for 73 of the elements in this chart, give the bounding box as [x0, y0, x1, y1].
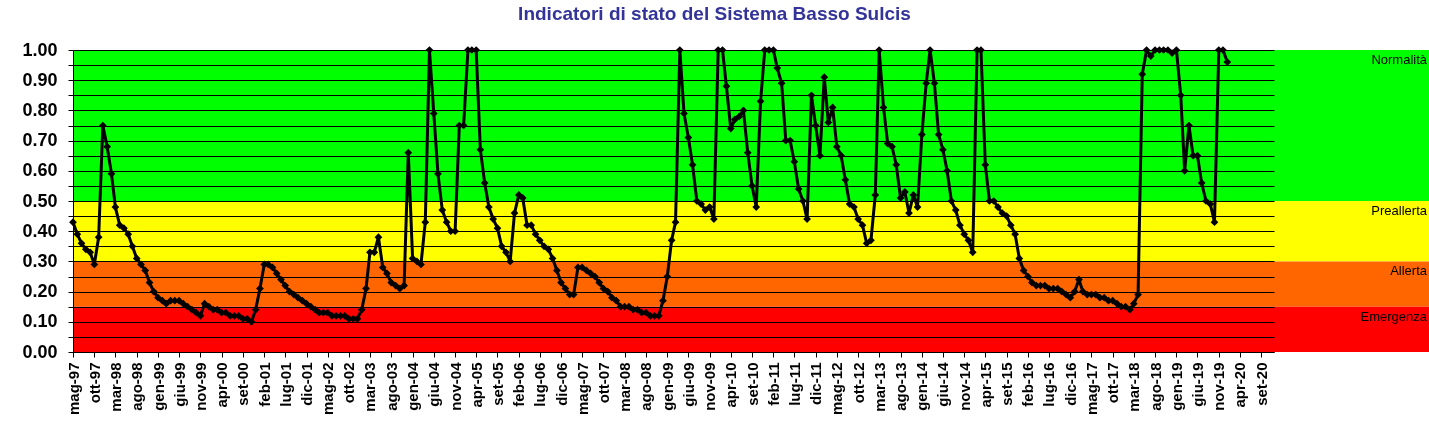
y-tick-label: 0.90 [22, 69, 58, 90]
x-tick-label: apr-20 [1231, 362, 1249, 408]
band-label: Emergenza [1360, 308, 1428, 324]
y-tick-label: 0.10 [22, 311, 58, 332]
band-label: Normalità [1371, 52, 1428, 67]
y-tick-label: 0.40 [22, 220, 58, 241]
band-label: Preallerta [1371, 203, 1428, 218]
x-tick-label: ott-12 [849, 362, 867, 404]
x-tick-label: lug-16 [1040, 362, 1058, 407]
x-tick-label: lug-11 [785, 362, 803, 406]
x-tick-label: mar-98 [106, 362, 124, 412]
x-tick-label: ago-98 [128, 362, 146, 411]
x-tick-label: giu-09 [679, 362, 697, 407]
x-tick-label: gen-99 [149, 362, 167, 411]
x-tick-label: mar-18 [1125, 362, 1143, 412]
y-tick-label: 0.50 [22, 190, 58, 211]
x-tick-label: apr-10 [722, 362, 740, 408]
x-tick-label: dic-16 [1061, 362, 1079, 406]
x-tick-label: ott-97 [85, 362, 103, 404]
x-tick-label: lug-01 [276, 362, 294, 407]
x-tick-label: ago-08 [637, 362, 655, 411]
x-tick-label: set-00 [234, 362, 252, 406]
x-tick-label: nov-09 [701, 362, 719, 411]
y-tick-label: 0.20 [22, 281, 58, 302]
y-tick-label: 0.00 [22, 341, 58, 362]
x-tick-label: gen-19 [1167, 362, 1185, 411]
x-tick-label: set-05 [489, 362, 506, 406]
x-tick-label: mag-97 [64, 362, 82, 416]
x-tick-label: mar-08 [616, 362, 634, 412]
x-tick-label: ago-13 [892, 362, 910, 411]
x-tick-label: mar-13 [870, 362, 888, 412]
x-tick-label: giu-99 [170, 362, 188, 407]
x-tick-label: feb-11 [764, 362, 782, 406]
band-label: Allerta [1390, 263, 1428, 279]
x-tick-label: nov-19 [1210, 362, 1228, 411]
x-tick-label: feb-06 [510, 362, 528, 407]
x-tick-label: giu-19 [1188, 362, 1206, 407]
x-tick-label: nov-14 [955, 361, 973, 411]
y-tick-label: 0.30 [22, 250, 58, 271]
x-tick-label: feb-16 [1019, 362, 1037, 407]
chart-title: Indicatori di stato del Sistema Basso Sulcis [518, 3, 911, 24]
y-tick-label: 1.00 [22, 39, 58, 60]
x-tick-label: dic-01 [298, 362, 316, 406]
x-tick-label: giu-14 [934, 361, 952, 407]
y-tick-label: 0.80 [22, 99, 58, 120]
x-tick-label: mar-03 [361, 362, 379, 412]
x-tick-label: set-15 [998, 362, 1016, 406]
x-tick-label: ago-03 [382, 362, 400, 411]
x-tick-label: mag-07 [573, 362, 591, 416]
x-tick-label: gen-09 [658, 362, 676, 411]
x-tick-label: lug-06 [531, 362, 549, 407]
x-tick-label: nov-04 [446, 361, 464, 411]
x-tick-label: ott-02 [340, 362, 358, 404]
y-tick-label: 0.60 [22, 160, 58, 181]
x-tick-label: apr-15 [976, 362, 994, 408]
x-tick-label: set-10 [743, 362, 761, 406]
x-tick-label: giu-04 [425, 361, 443, 407]
x-tick-label: ott-17 [1104, 362, 1122, 404]
x-tick-label: dic-11 [807, 362, 825, 406]
x-tick-label: gen-04 [404, 361, 422, 411]
x-tick-label: set-20 [1252, 362, 1270, 406]
x-tick-label: ott-07 [594, 362, 612, 404]
x-tick-label: feb-01 [255, 362, 273, 407]
x-tick-label: ago-18 [1146, 362, 1164, 411]
x-tick-label: gen-14 [913, 361, 931, 411]
x-tick-label: mag-02 [319, 362, 337, 416]
x-tick-label: apr-05 [467, 362, 485, 408]
x-tick-label: nov-99 [191, 362, 209, 411]
x-tick-label: mag-17 [1082, 362, 1100, 416]
y-tick-label: 0.70 [22, 130, 58, 151]
x-tick-label: mag-12 [828, 362, 846, 416]
x-tick-label: dic-06 [552, 362, 570, 406]
x-tick-label: apr-00 [213, 362, 231, 408]
